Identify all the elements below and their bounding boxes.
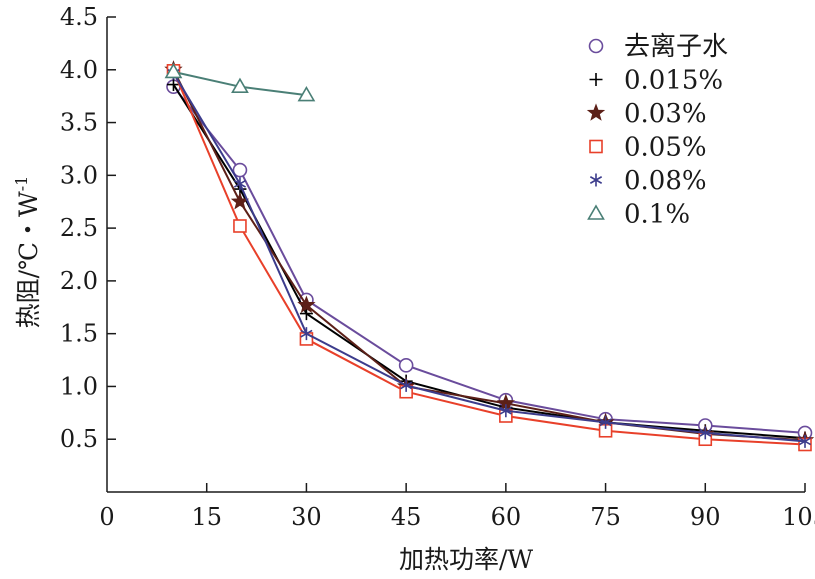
x-axis-title: 加热功率/W	[399, 545, 533, 574]
x-tick-label: 45	[391, 503, 422, 531]
data-series	[164, 60, 815, 452]
data-point	[231, 77, 249, 93]
series-line	[172, 69, 806, 442]
series-line	[172, 86, 806, 434]
data-point	[232, 162, 248, 178]
x-tick-label: 0	[99, 503, 114, 531]
y-tick-label: 4.5	[60, 3, 98, 31]
legend-marker	[589, 173, 603, 187]
data-point	[499, 404, 512, 418]
x-tick-label: 60	[491, 503, 522, 531]
axes: 0 15 30 45 60 75 90 105 0.5 1.0 1.5 2.0 2.5 3.0 3.5 4.0…	[12, 3, 815, 574]
y-tick-label: 4.0	[60, 56, 98, 84]
legend-label: 0.05%	[624, 133, 707, 163]
legend-marker	[587, 204, 605, 220]
y-axis-title-superscript: -1	[12, 176, 31, 192]
y-tick-label: 3.5	[60, 109, 98, 137]
legend-label: 0.03%	[624, 99, 707, 129]
data-point	[233, 177, 247, 191]
x-tick-label: 75	[590, 503, 621, 531]
data-point	[233, 219, 247, 233]
data-point	[164, 62, 183, 79]
data-point	[297, 86, 316, 102]
data-point	[300, 327, 313, 341]
legend-marker	[586, 103, 606, 121]
legend-label: 去离子水	[624, 32, 728, 62]
data-point	[398, 358, 414, 373]
data-point	[599, 415, 612, 429]
legend-label: 0.1%	[624, 200, 690, 230]
x-tick-label: 15	[191, 503, 222, 531]
y-tick-label: 1.5	[60, 320, 98, 348]
y-tick-label: 2.0	[60, 267, 98, 295]
y-tick-label: 1.0	[60, 372, 98, 400]
legend-marker	[589, 73, 603, 86]
series-line	[172, 70, 806, 446]
data-point	[299, 307, 313, 321]
legend-item: 0.08%	[589, 166, 707, 196]
data-point	[400, 378, 413, 392]
y-axis-title: 热阻/℃・W-1	[12, 176, 43, 329]
series-line	[172, 72, 806, 443]
legend-item: 0.015%	[589, 66, 723, 96]
series-4	[167, 66, 812, 448]
data-point	[699, 426, 712, 440]
legend-item: 0.1%	[587, 200, 690, 230]
y-axis-title-main: 热阻/℃・W	[14, 191, 43, 328]
data-point	[798, 434, 812, 448]
y-tick-label: 2.5	[60, 214, 98, 242]
legend-marker	[589, 139, 603, 154]
x-tick-label: 105	[782, 503, 815, 531]
legend-item: 0.03%	[586, 99, 707, 129]
y-tick-label: 0.5	[60, 425, 98, 453]
legend-label: 0.015%	[624, 66, 723, 96]
legend-label: 0.08%	[624, 166, 707, 196]
data-point	[166, 78, 180, 92]
legend-marker	[588, 38, 604, 54]
legend-item: 0.05%	[589, 133, 707, 163]
series-1	[166, 78, 812, 445]
series-2	[164, 60, 815, 449]
x-tick-label: 90	[690, 503, 721, 531]
y-tick-label: 3.0	[60, 161, 98, 189]
legend-item: 去离子水	[588, 32, 728, 62]
x-tick-label: 30	[291, 503, 322, 531]
legend: 去离子水 0.015%0.03% 0.05%0.08% 0.1%	[586, 32, 728, 230]
series-0	[166, 79, 813, 441]
series-3	[166, 64, 812, 452]
series-5	[164, 62, 316, 102]
data-point	[297, 295, 316, 313]
series-line	[172, 84, 806, 440]
